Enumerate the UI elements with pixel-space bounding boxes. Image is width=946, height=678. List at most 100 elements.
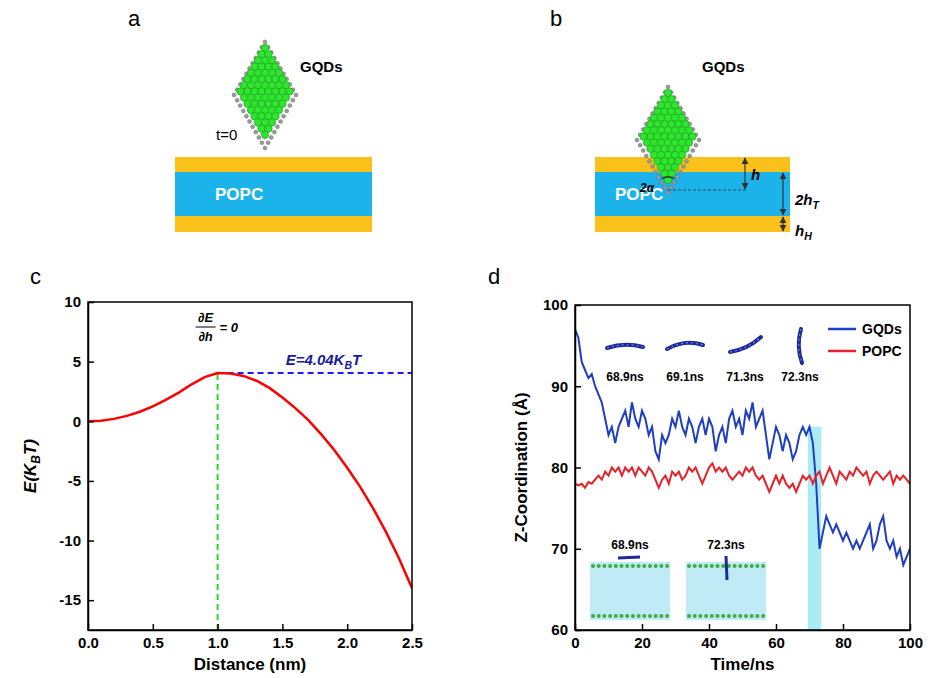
tick-mark bbox=[88, 421, 94, 423]
snapshot-gqd bbox=[607, 345, 643, 348]
x-axis-title: Distance (nm) bbox=[194, 655, 306, 674]
annotation: ∂E bbox=[198, 310, 213, 325]
tick-mark bbox=[843, 624, 845, 630]
panel-letter: d bbox=[488, 264, 500, 289]
text-part: T bbox=[352, 351, 363, 368]
tick-mark bbox=[575, 549, 581, 551]
tick: 60 bbox=[768, 624, 785, 651]
legend-label: GQDs bbox=[862, 321, 902, 337]
snapshot-head bbox=[625, 564, 629, 568]
y-axis: 60708090100 bbox=[543, 296, 581, 638]
snapshot-label: 68.9ns bbox=[606, 370, 644, 384]
snapshot-gqd bbox=[730, 337, 761, 352]
gqd-edge-atom bbox=[635, 138, 639, 142]
panel-letter: b bbox=[550, 6, 562, 31]
snapshot-head bbox=[620, 564, 624, 568]
snapshot-head bbox=[642, 564, 646, 568]
snapshot-head bbox=[597, 614, 601, 618]
gqd-edge-atom bbox=[691, 149, 695, 153]
y-axis-title: E(KBT) bbox=[21, 439, 43, 493]
tick-label: 10 bbox=[64, 293, 81, 310]
tick: -15 bbox=[59, 591, 94, 608]
tick-mark bbox=[709, 624, 711, 630]
plot-frame bbox=[575, 305, 910, 630]
tick: 100 bbox=[898, 624, 923, 651]
membrane-head bbox=[175, 157, 372, 232]
snapshot-head bbox=[665, 564, 669, 568]
panel-letter: c bbox=[30, 264, 41, 289]
tick-mark bbox=[910, 624, 912, 630]
snapshot bbox=[667, 343, 703, 349]
tick-label: 70 bbox=[551, 540, 568, 557]
snapshot-head bbox=[597, 564, 601, 568]
snapshot-head bbox=[733, 614, 737, 618]
snapshot-gqd bbox=[799, 329, 802, 363]
text-part: h bbox=[795, 222, 804, 239]
annotation: E=4.04KBT bbox=[286, 351, 363, 371]
tick-label: 1.0 bbox=[208, 634, 229, 651]
tick-label: 2.0 bbox=[337, 634, 358, 651]
snapshot-head bbox=[698, 614, 702, 618]
snapshot-gqd-detail bbox=[667, 343, 703, 349]
snapshot-head bbox=[648, 614, 652, 618]
gqd-edge-atom bbox=[244, 114, 248, 118]
snapshot-head bbox=[687, 564, 691, 568]
snapshot-head bbox=[761, 564, 765, 568]
panel-a: GQDst=0POPC bbox=[175, 40, 372, 232]
gqd-edge-atom bbox=[638, 143, 642, 147]
gqd-edge-atom bbox=[263, 40, 267, 44]
tick-label: 0 bbox=[571, 634, 579, 651]
text-part: T) bbox=[21, 439, 40, 455]
figure: abcdGQDst=0POPCGQDsPOPC2αh2hThH0.00.51.0… bbox=[0, 0, 946, 678]
gqd-edge-atom bbox=[678, 170, 682, 174]
snapshot bbox=[730, 337, 761, 352]
gqd-edge-atom bbox=[666, 191, 670, 195]
tick-label: 1.5 bbox=[272, 634, 293, 651]
tick-mark bbox=[575, 467, 581, 469]
snapshot-gqd-detail bbox=[730, 337, 761, 352]
gqd-model bbox=[232, 40, 298, 150]
tick-mark bbox=[88, 600, 94, 602]
snapshot-head bbox=[642, 614, 646, 618]
snapshot-head bbox=[721, 564, 725, 568]
snapshot-head bbox=[727, 614, 731, 618]
tick-label: 80 bbox=[835, 634, 852, 651]
snapshot-head bbox=[744, 564, 748, 568]
tick-mark bbox=[347, 624, 349, 630]
head-arrow bbox=[782, 217, 783, 231]
x-axis: 0.00.51.01.52.02.5 bbox=[78, 624, 423, 651]
gqd-edge-atom bbox=[241, 109, 245, 113]
gqd-edge-atom bbox=[685, 159, 689, 163]
snapshot-label: 72.3ns bbox=[707, 538, 745, 552]
snapshot-head bbox=[750, 564, 754, 568]
tick-label: 0 bbox=[73, 413, 81, 430]
snapshot-gqd bbox=[667, 343, 703, 349]
tick-label: -5 bbox=[68, 472, 81, 489]
tick-label: 60 bbox=[768, 634, 785, 651]
snapshot-label: 72.3ns bbox=[781, 370, 819, 384]
guide-horizontal bbox=[218, 372, 412, 374]
head-label: hH bbox=[795, 222, 812, 242]
tick-label: 0.5 bbox=[143, 634, 164, 651]
tick: 1.0 bbox=[208, 624, 229, 651]
tick-label: 80 bbox=[551, 459, 568, 476]
thickness-arrow bbox=[782, 173, 783, 215]
snapshot-head bbox=[614, 564, 618, 568]
snapshot-head bbox=[704, 564, 708, 568]
gqd-atom bbox=[261, 131, 268, 138]
tick: 10 bbox=[64, 293, 94, 310]
thickness-label: 2hT bbox=[794, 191, 821, 211]
snapshot-head bbox=[654, 564, 658, 568]
membrane-tail bbox=[595, 172, 790, 216]
chart-c: 0.00.51.01.52.02.5-15-10-50510Distance (… bbox=[21, 293, 423, 674]
y-axis: -15-10-50510 bbox=[59, 293, 94, 630]
gqd-model bbox=[635, 85, 701, 195]
gqd-edge-atom bbox=[279, 120, 283, 124]
tick: 100 bbox=[543, 296, 581, 313]
snapshot-head bbox=[755, 564, 759, 568]
snapshot-head bbox=[608, 614, 612, 618]
snapshot-head bbox=[744, 614, 748, 618]
snapshot-head bbox=[716, 614, 720, 618]
tick-mark bbox=[282, 624, 284, 630]
snapshot-head bbox=[750, 614, 754, 618]
